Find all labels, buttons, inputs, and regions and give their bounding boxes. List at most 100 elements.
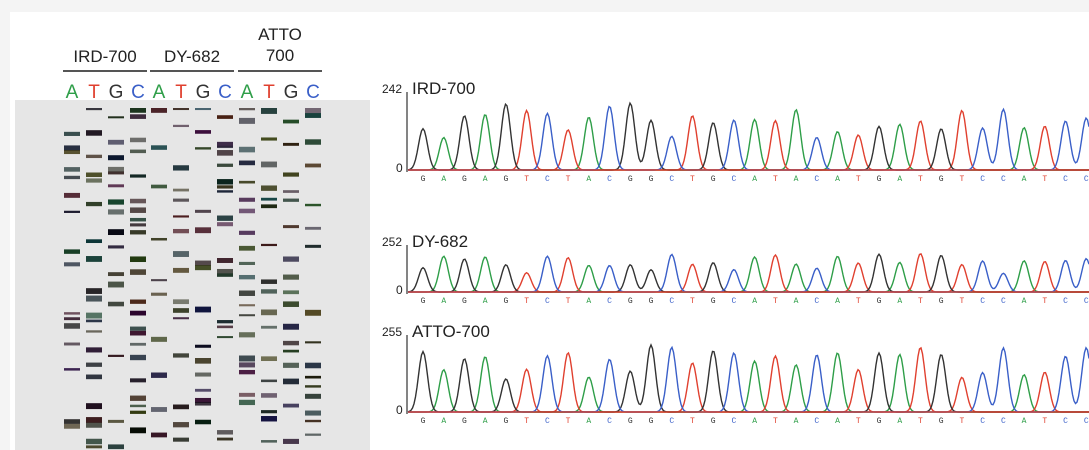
gel-band: [195, 306, 211, 313]
trace-label: ATTO-700: [412, 322, 490, 341]
gel-band: [305, 410, 321, 416]
gel-band: [217, 185, 233, 189]
gel-band: [86, 172, 102, 178]
gel-band: [195, 260, 211, 266]
gel-band: [86, 201, 102, 207]
base-call: C: [545, 297, 550, 306]
gel-band: [195, 108, 211, 111]
lane-label: G: [196, 82, 211, 103]
gel-band: [283, 172, 299, 177]
gel-band: [86, 239, 102, 244]
base-call: G: [628, 417, 633, 426]
base-call: C: [814, 417, 819, 426]
base-call: C: [607, 417, 612, 426]
gel-band: [86, 295, 102, 302]
gel-band: [151, 237, 167, 241]
gel-band: [239, 332, 255, 338]
gel-band: [305, 433, 321, 436]
trace-min: 0: [396, 161, 403, 175]
gel-band: [86, 288, 102, 294]
gel-band: [305, 113, 321, 118]
gel-band: [151, 292, 167, 296]
base-call: C: [980, 417, 985, 426]
trace-label: IRD-700: [412, 79, 475, 98]
gel-band: [261, 309, 277, 316]
base-call: C: [669, 175, 674, 184]
gel-band: [261, 440, 277, 443]
gel-band: [283, 362, 299, 368]
gel-band: [108, 229, 124, 236]
gel-band: [173, 108, 189, 111]
gel-band: [195, 130, 211, 134]
gel-band: [173, 437, 189, 442]
gel-band: [151, 432, 167, 438]
base-call: T: [524, 175, 529, 184]
trace-label: DY-682: [412, 232, 468, 251]
group-label: ATTO: [258, 25, 302, 44]
gel-band: [86, 438, 102, 445]
gel-band: [130, 230, 146, 235]
lane-label: A: [153, 82, 166, 103]
base-call: C: [1063, 297, 1068, 306]
base-call: C: [669, 417, 674, 426]
gel-band: [261, 279, 277, 284]
gel: [64, 108, 321, 450]
base-call: A: [835, 417, 840, 426]
gel-band: [86, 130, 102, 136]
gel-band: [173, 251, 189, 257]
base-call: A: [441, 175, 446, 184]
gel-band: [239, 261, 255, 265]
base-call: C: [669, 297, 674, 306]
lane-label: G: [284, 82, 299, 103]
base-call: C: [1084, 417, 1089, 426]
gel-band: [108, 155, 124, 161]
base-call: G: [421, 175, 426, 184]
gel-band: [130, 299, 146, 304]
gel-band: [86, 374, 102, 380]
base-call: A: [794, 297, 799, 306]
gel-band: [108, 116, 124, 119]
base-call: G: [939, 297, 944, 306]
gel-band: [217, 325, 233, 329]
base-call: G: [628, 175, 633, 184]
base-call: T: [960, 175, 965, 184]
gel-band: [173, 353, 189, 358]
gel-band: [261, 137, 277, 141]
base-call: A: [1022, 175, 1027, 184]
gel-band: [283, 340, 299, 346]
base-call: T: [856, 297, 861, 306]
gel-band: [86, 362, 102, 367]
lane-label: G: [109, 82, 124, 103]
gel-band: [217, 320, 233, 324]
gel-band: [239, 197, 255, 202]
gel-band: [173, 215, 189, 218]
lane-label: A: [66, 82, 79, 103]
gel-band: [305, 108, 321, 114]
gel-band: [64, 317, 80, 321]
gel-band: [151, 407, 167, 412]
gel-band: [173, 188, 189, 192]
gel-band: [239, 355, 255, 362]
lane-label: T: [88, 82, 100, 103]
base-call: T: [690, 175, 695, 184]
gel-band: [239, 146, 255, 153]
gel-band: [261, 204, 277, 209]
base-call: G: [711, 175, 716, 184]
base-call: T: [773, 297, 778, 306]
gel-band: [195, 419, 211, 425]
gel-band: [239, 117, 255, 124]
gel-band: [86, 178, 102, 183]
gel-band: [108, 444, 124, 450]
gel-band: [283, 190, 299, 193]
gel-band: [151, 184, 167, 189]
lane-label: T: [175, 82, 187, 103]
base-call: C: [607, 297, 612, 306]
gel-band: [130, 326, 146, 331]
gel-band: [130, 404, 146, 408]
gel-band: [130, 427, 146, 434]
group-label: DY-682: [164, 47, 220, 66]
gel-band: [283, 323, 299, 330]
gel-band: [305, 163, 321, 168]
base-call: T: [960, 297, 965, 306]
